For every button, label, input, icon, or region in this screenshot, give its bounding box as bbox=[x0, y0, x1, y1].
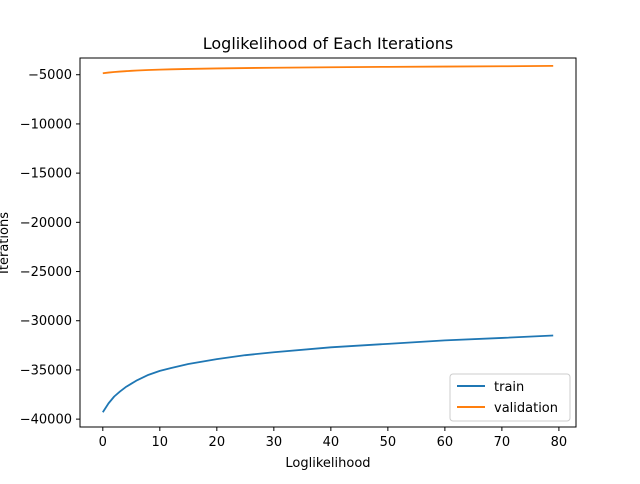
legend-label-train: train bbox=[494, 380, 524, 395]
y-tick-label: −15000 bbox=[20, 167, 72, 182]
y-tick-label: −40000 bbox=[20, 413, 72, 428]
y-tick-label: −5000 bbox=[28, 68, 72, 83]
x-axis-label: Loglikelihood bbox=[285, 456, 370, 471]
y-tick-label: −35000 bbox=[20, 363, 72, 378]
x-tick-label: 50 bbox=[380, 435, 397, 450]
x-tick-label: 70 bbox=[494, 435, 511, 450]
legend: train validation bbox=[449, 373, 571, 422]
x-tick-label: 60 bbox=[437, 435, 454, 450]
x-tick-label: 10 bbox=[152, 435, 169, 450]
y-axis-label: Iterations bbox=[0, 212, 12, 274]
y-tick-label: −25000 bbox=[20, 265, 72, 280]
series-lines bbox=[102, 64, 554, 413]
x-axis-ticks: 0 10 20 30 40 50 60 70 80 bbox=[99, 427, 568, 450]
plot-area-frame bbox=[79, 57, 577, 428]
series-line-train bbox=[102, 334, 554, 413]
x-tick-label: 40 bbox=[323, 435, 340, 450]
y-tick-label: −30000 bbox=[20, 314, 72, 329]
chart-title: Loglikelihood of Each Iterations bbox=[203, 34, 454, 53]
x-tick-label: 30 bbox=[266, 435, 283, 450]
y-tick-label: −10000 bbox=[20, 117, 72, 132]
y-axis-ticks: −40000 −35000 −30000 −25000 −20000 −15000 −100… bbox=[20, 68, 80, 428]
x-tick-label: 20 bbox=[209, 435, 226, 450]
x-tick-label: 0 bbox=[99, 435, 107, 450]
x-tick-label: 80 bbox=[551, 435, 568, 450]
y-tick-label: −20000 bbox=[20, 216, 72, 231]
legend-label-validation: validation bbox=[494, 401, 558, 416]
series-line-validation bbox=[102, 64, 554, 75]
